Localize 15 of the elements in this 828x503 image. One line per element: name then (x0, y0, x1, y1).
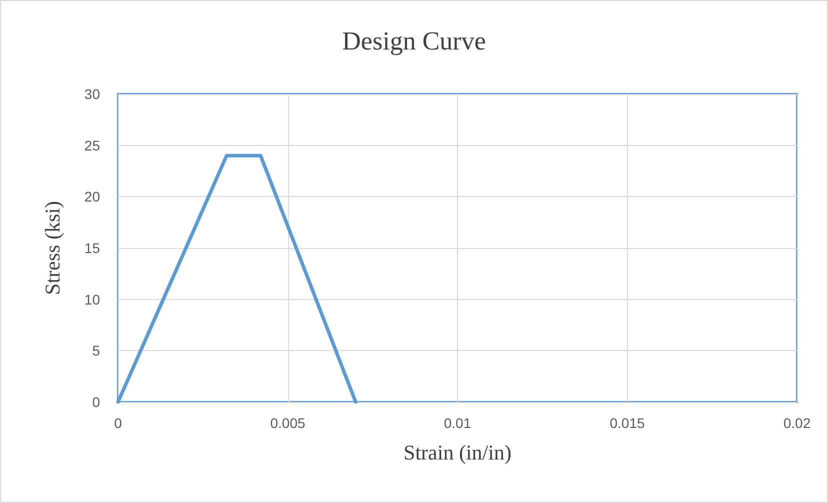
y-tick-label: 15 (84, 240, 100, 256)
y-tick-label: 30 (84, 86, 100, 102)
x-axis-title: Strain (in/in) (404, 440, 512, 464)
x-tick-label: 0 (114, 415, 122, 431)
y-tick-label: 10 (84, 291, 100, 308)
y-tick-label: 25 (84, 137, 100, 154)
x-tick-label: 0.005 (270, 415, 306, 431)
y-tick-label: 0 (92, 394, 100, 410)
y-axis-title: Stress (ksi) (40, 201, 64, 295)
x-tick-label: 0.015 (610, 415, 645, 431)
y-tick-label: 5 (92, 342, 100, 359)
y-tick-label: 20 (84, 188, 100, 205)
chart-title: Design Curve (342, 26, 486, 56)
x-tick-label: 0.01 (444, 415, 472, 431)
x-tick-label: 0.02 (783, 415, 811, 431)
